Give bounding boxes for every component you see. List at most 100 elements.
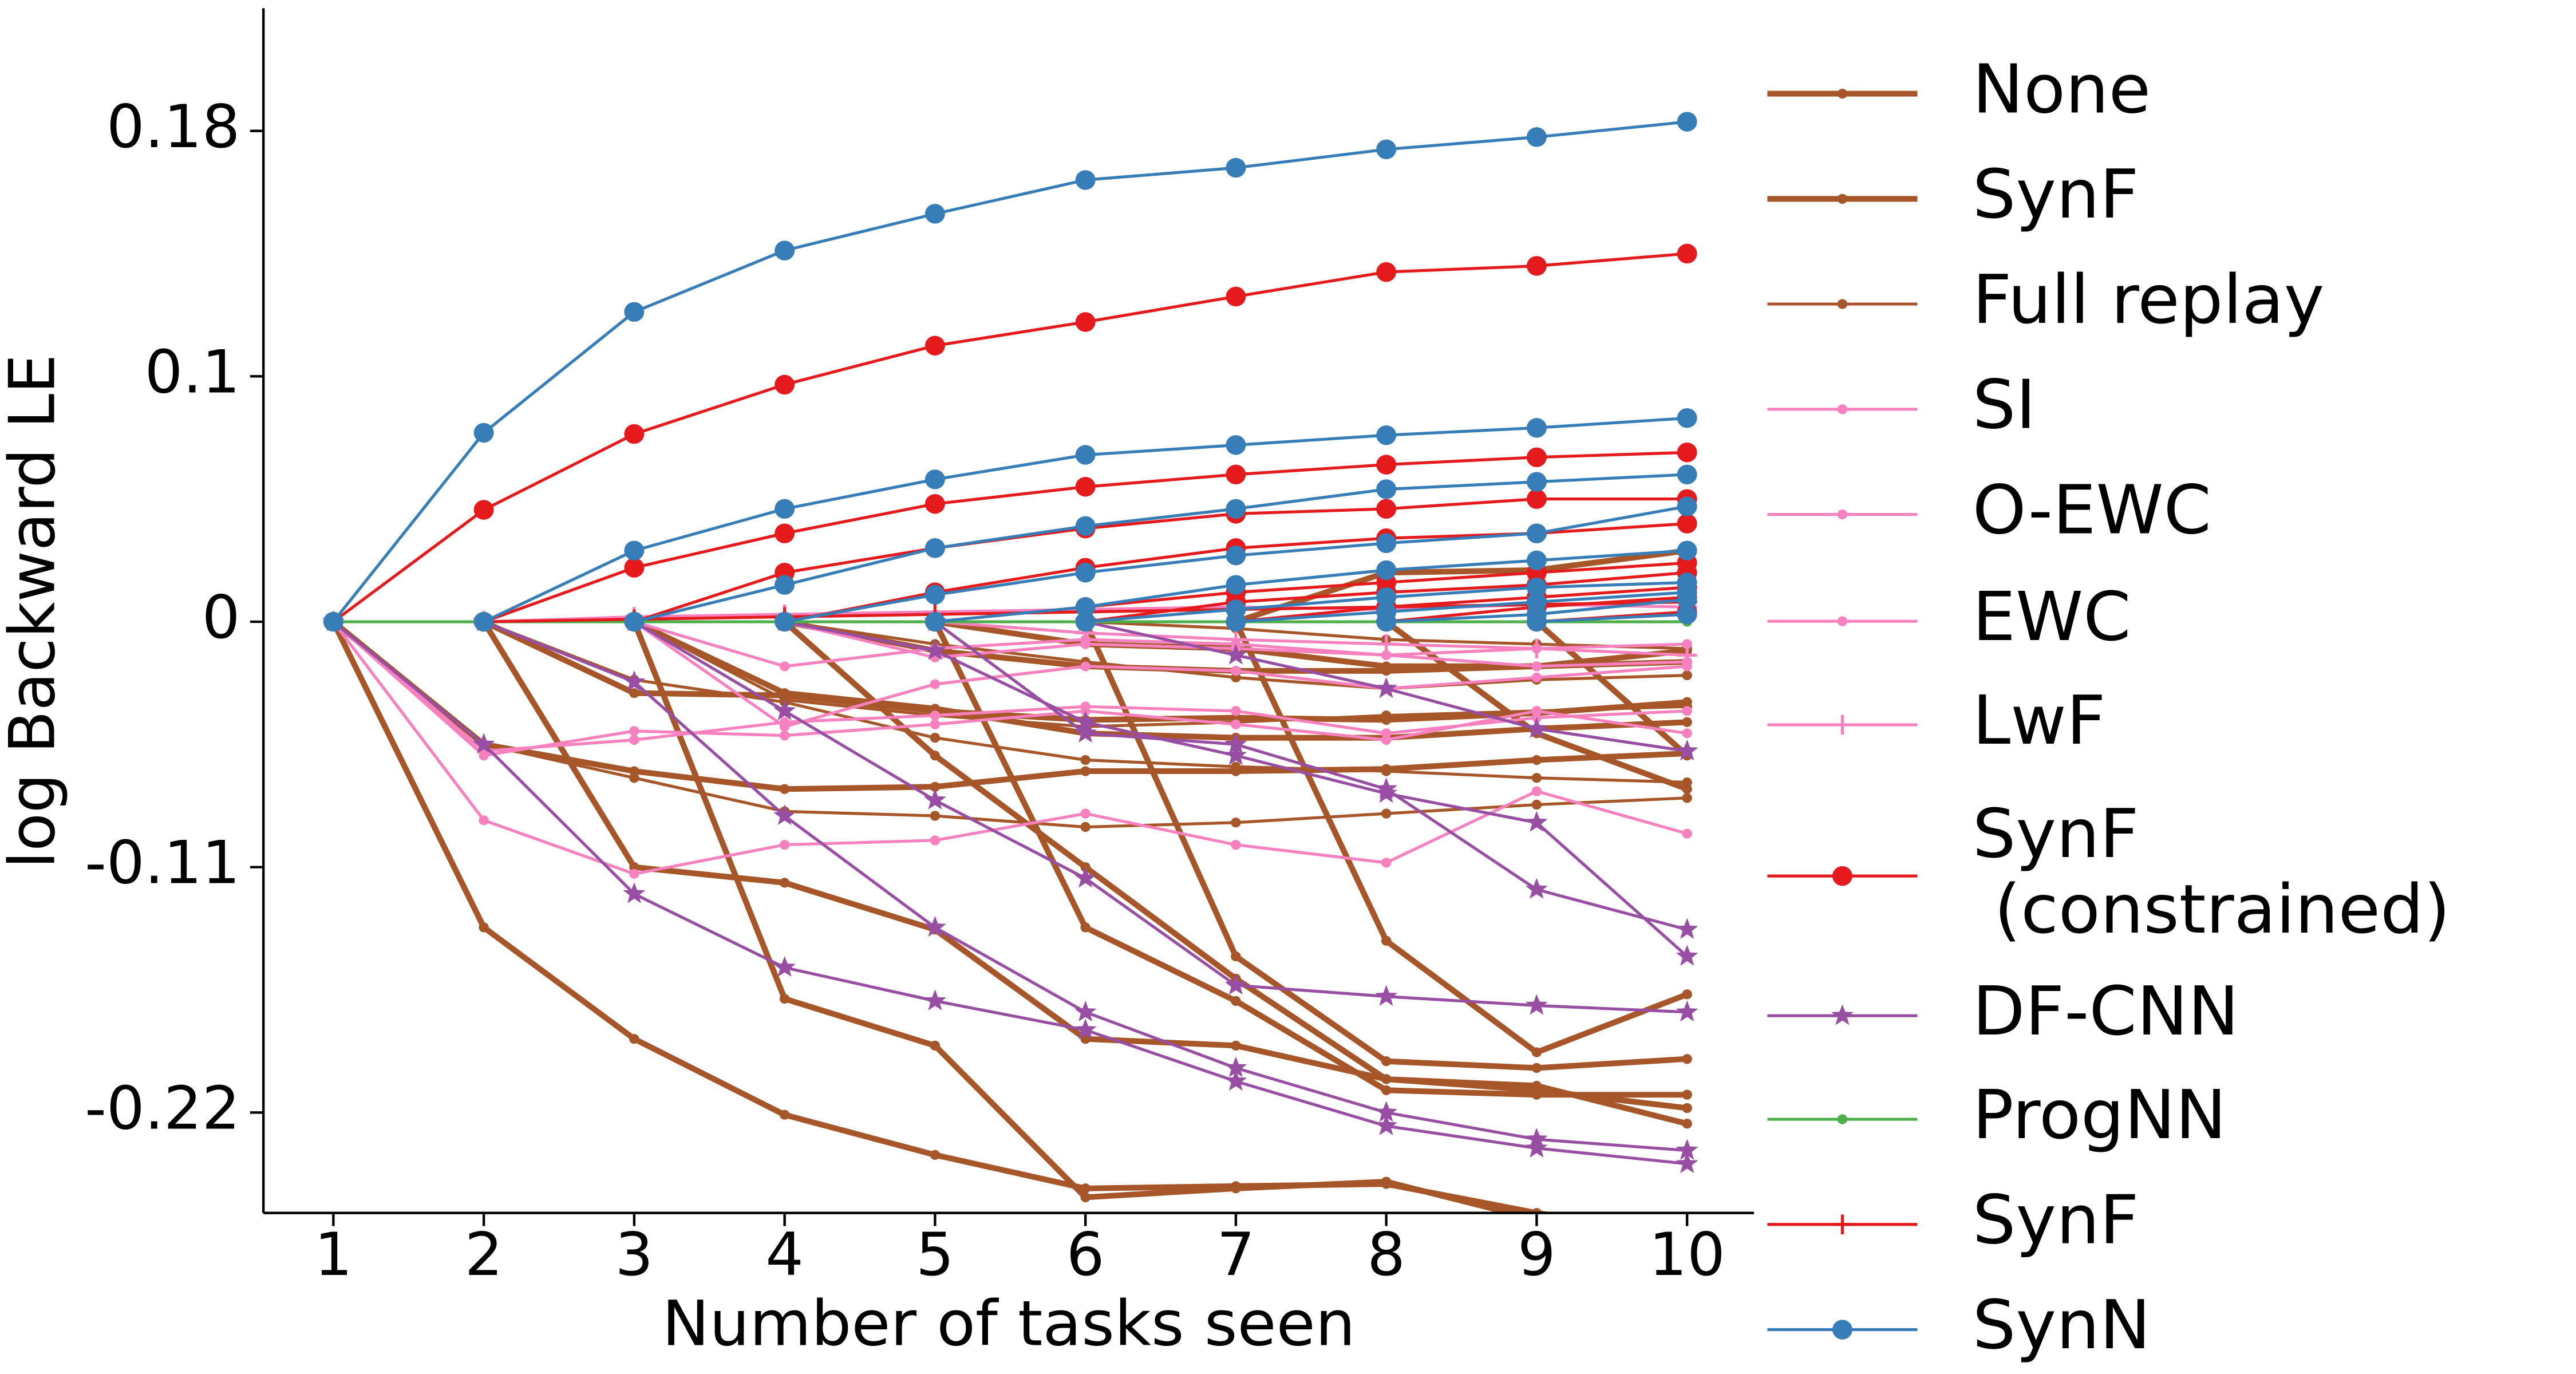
legend-marker-shape: [1837, 1114, 1848, 1124]
point: [924, 611, 945, 632]
point: [1677, 514, 1697, 534]
point: [629, 868, 639, 879]
point: [930, 679, 941, 689]
point: [775, 611, 795, 632]
point: [1676, 945, 1698, 966]
point: [1074, 721, 1097, 743]
point: [1226, 575, 1246, 595]
point: [1231, 761, 1241, 772]
point: [1224, 733, 1247, 754]
legend-marker: [1837, 616, 1848, 626]
point: [1226, 286, 1246, 307]
x-tick-label: 10: [1649, 1220, 1725, 1289]
point: [1526, 489, 1547, 509]
series-line: [332, 621, 1688, 875]
point: [1075, 312, 1096, 332]
x-tick-label: 6: [1066, 1220, 1105, 1289]
point: [1526, 717, 1548, 739]
point: [1381, 710, 1392, 721]
point: [1676, 739, 1698, 761]
series-line: [634, 473, 1688, 623]
point: [1682, 793, 1692, 803]
point: [624, 302, 645, 322]
point: [1381, 808, 1392, 819]
point: [775, 499, 795, 519]
point: [1677, 590, 1697, 610]
series-line: [934, 620, 1688, 931]
point: [1375, 1101, 1398, 1122]
point: [1231, 666, 1241, 676]
point: [1682, 1054, 1692, 1064]
point: [1074, 710, 1097, 732]
point: [1676, 1152, 1698, 1174]
point: [1682, 989, 1692, 1000]
y-tick-label: -0.11: [85, 828, 240, 897]
point: [1075, 170, 1096, 190]
point: [1226, 499, 1246, 519]
legend-label: SynF (constrained): [1973, 794, 2451, 948]
point: [1381, 1074, 1392, 1084]
point: [1075, 516, 1096, 536]
point: [1080, 1192, 1091, 1202]
point: [1075, 445, 1096, 465]
point: [1231, 818, 1241, 828]
point: [924, 469, 945, 489]
point: [629, 773, 639, 783]
legend-marker: [1837, 194, 1848, 204]
legend-label: LwF: [1973, 681, 2106, 759]
point: [629, 688, 639, 698]
series-line: [1235, 586, 1688, 623]
point: [623, 882, 646, 903]
point: [323, 611, 343, 632]
point: [1531, 1047, 1542, 1057]
legend-marker-shape: [1832, 866, 1852, 886]
point: [1526, 127, 1547, 147]
point: [775, 575, 795, 595]
point: [1676, 1139, 1698, 1160]
point: [1381, 1085, 1392, 1095]
point: [1526, 523, 1547, 543]
point: [1526, 447, 1547, 468]
point: [1080, 639, 1091, 649]
point: [623, 670, 646, 692]
series-line: [634, 620, 1688, 668]
point: [1376, 560, 1397, 581]
point: [629, 735, 639, 745]
point: [779, 731, 790, 741]
y-axis-label: log Backward LE: [0, 354, 69, 868]
point: [773, 699, 796, 720]
point: [1381, 1176, 1392, 1187]
point: [1526, 811, 1548, 832]
point: [924, 585, 945, 605]
point: [1677, 496, 1697, 516]
point: [1531, 672, 1542, 683]
series-line: [634, 497, 1688, 623]
legend-label: EWC: [1973, 577, 2131, 656]
point: [1526, 418, 1547, 438]
y-tick-label: 0: [202, 583, 240, 652]
point: [1676, 1000, 1698, 1022]
legend-marker-shape: [1831, 1004, 1854, 1025]
point: [1376, 611, 1397, 632]
point: [1074, 1000, 1097, 1022]
x-tick-label: 9: [1518, 1220, 1556, 1289]
point: [1526, 472, 1547, 492]
point: [1375, 985, 1398, 1006]
point: [1677, 540, 1697, 560]
legend-marker: [1832, 1320, 1852, 1340]
y-tick-label: 0.1: [145, 337, 240, 406]
x-tick-label: 3: [615, 1220, 654, 1289]
point: [629, 726, 639, 736]
point: [930, 751, 941, 761]
point: [1376, 587, 1397, 607]
series-line: [631, 621, 1522, 1213]
legend-marker: [1837, 299, 1848, 309]
point: [1376, 499, 1397, 519]
series-line: [1235, 547, 1688, 625]
point: [1526, 878, 1548, 899]
legend-marker: [1831, 1004, 1854, 1025]
series-line: [932, 620, 1688, 1098]
legend-marker-shape: [1832, 714, 1852, 735]
point: [624, 424, 645, 444]
